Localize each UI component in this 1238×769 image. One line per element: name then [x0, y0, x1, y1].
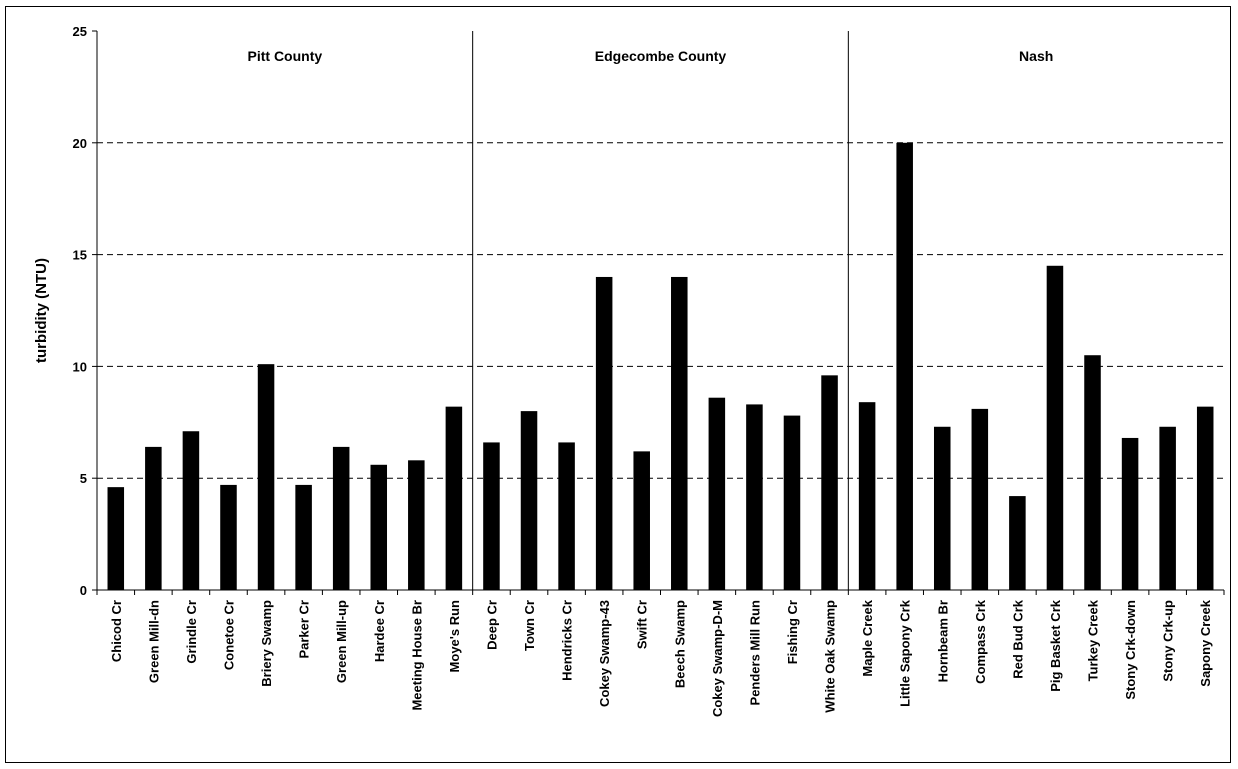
x-tick-label: Cokey Swamp-43	[597, 600, 612, 707]
bar	[445, 406, 463, 590]
y-tick-label: 20	[73, 136, 87, 151]
x-tick-labels: Chicod Cr Green Mill-dn Grindle Cr Conetoe …	[109, 599, 1213, 717]
bar	[1084, 355, 1101, 590]
x-tick-label: Swift Cr	[635, 600, 650, 649]
x-tick-label: Hendricks Cr	[560, 600, 575, 681]
bar	[1009, 496, 1026, 590]
county-separators	[472, 31, 849, 590]
x-tick-label: Parker Cr	[297, 600, 312, 659]
x-tick-label: Town Cr	[522, 600, 537, 651]
x-tick-label: Penders Mill Run	[747, 600, 762, 706]
bar	[107, 487, 125, 590]
y-tick-label: 25	[73, 24, 87, 39]
gridlines	[97, 142, 1224, 479]
group-labels: Pitt County Edgecombe County Nash	[248, 48, 1054, 64]
bar	[295, 484, 312, 590]
bar	[408, 460, 425, 590]
x-tick-label: Briery Swamp	[259, 600, 274, 687]
x-tick-label: Fishing Cr	[785, 600, 800, 664]
x-tick-label: Beech Swamp	[672, 600, 687, 688]
bar	[821, 375, 838, 590]
bars	[107, 142, 1214, 591]
bar	[633, 451, 650, 590]
y-tick-label: 0	[80, 583, 87, 598]
bar	[220, 484, 237, 590]
bar	[933, 426, 951, 590]
x-tick-label: Red Bud Crk	[1010, 599, 1025, 679]
y-tick-label: 10	[73, 359, 87, 374]
group-label: Pitt County	[248, 48, 323, 64]
x-tick-label: Chicod Cr	[109, 600, 124, 662]
bar	[145, 446, 162, 590]
bar	[746, 404, 763, 590]
x-tick-label: Conetoe Cr	[221, 600, 236, 670]
x-tick-label: Stony Crk-up	[1161, 600, 1176, 682]
x-tick-label: Grindle Cr	[184, 600, 199, 664]
bar	[332, 446, 350, 590]
bar	[896, 142, 913, 591]
x-tick-label: Turkey Creek	[1086, 599, 1101, 681]
bar	[595, 276, 613, 590]
bar	[671, 276, 688, 590]
axes	[92, 30, 1225, 595]
bar	[783, 415, 801, 590]
bar	[858, 402, 876, 590]
x-tick-label: Deep Cr	[484, 600, 499, 650]
x-tick-label: Cokey Swamp-D-M	[710, 600, 725, 717]
x-tick-label: White Oak Swamp	[823, 600, 838, 713]
bar	[483, 442, 500, 590]
x-tick-label: Green Mill-dn	[146, 600, 161, 683]
bar	[971, 408, 989, 590]
x-tick-label: Sapony Creek	[1198, 599, 1213, 686]
bar	[182, 431, 200, 590]
bar	[520, 411, 538, 590]
bar	[1121, 437, 1139, 590]
group-label: Nash	[1019, 48, 1053, 64]
x-tick-label: Maple Creek	[860, 599, 875, 676]
x-tick-label: Stony Crk-down	[1123, 600, 1138, 700]
x-tick-label: Meeting House Br	[409, 600, 424, 711]
bar	[1196, 406, 1214, 590]
bar	[1159, 426, 1176, 590]
bar	[370, 464, 388, 590]
x-tick-label: Hornbeam Br	[935, 600, 950, 682]
bar	[1046, 265, 1064, 590]
x-tick-label: Pig Basket Crk	[1048, 599, 1063, 692]
y-tick-label: 5	[80, 471, 87, 486]
y-axis-title: turbidity (NTU)	[33, 258, 50, 363]
y-tick-label: 15	[73, 248, 87, 263]
chart-frame	[5, 6, 1231, 763]
bar	[257, 364, 275, 590]
x-tick-label: Hardee Cr	[372, 600, 387, 662]
x-tick-label: Green Mill-up	[334, 600, 349, 683]
x-tick-label: Moye's Run	[447, 600, 462, 672]
x-tick-label: Compass Crk	[973, 599, 988, 684]
x-tick-label: Little Sapony Crk	[898, 599, 913, 707]
bar	[708, 397, 726, 590]
y-tick-labels: 0 5 10 15 20 25	[73, 24, 87, 598]
group-label: Edgecombe County	[595, 48, 727, 64]
bar	[558, 442, 575, 590]
